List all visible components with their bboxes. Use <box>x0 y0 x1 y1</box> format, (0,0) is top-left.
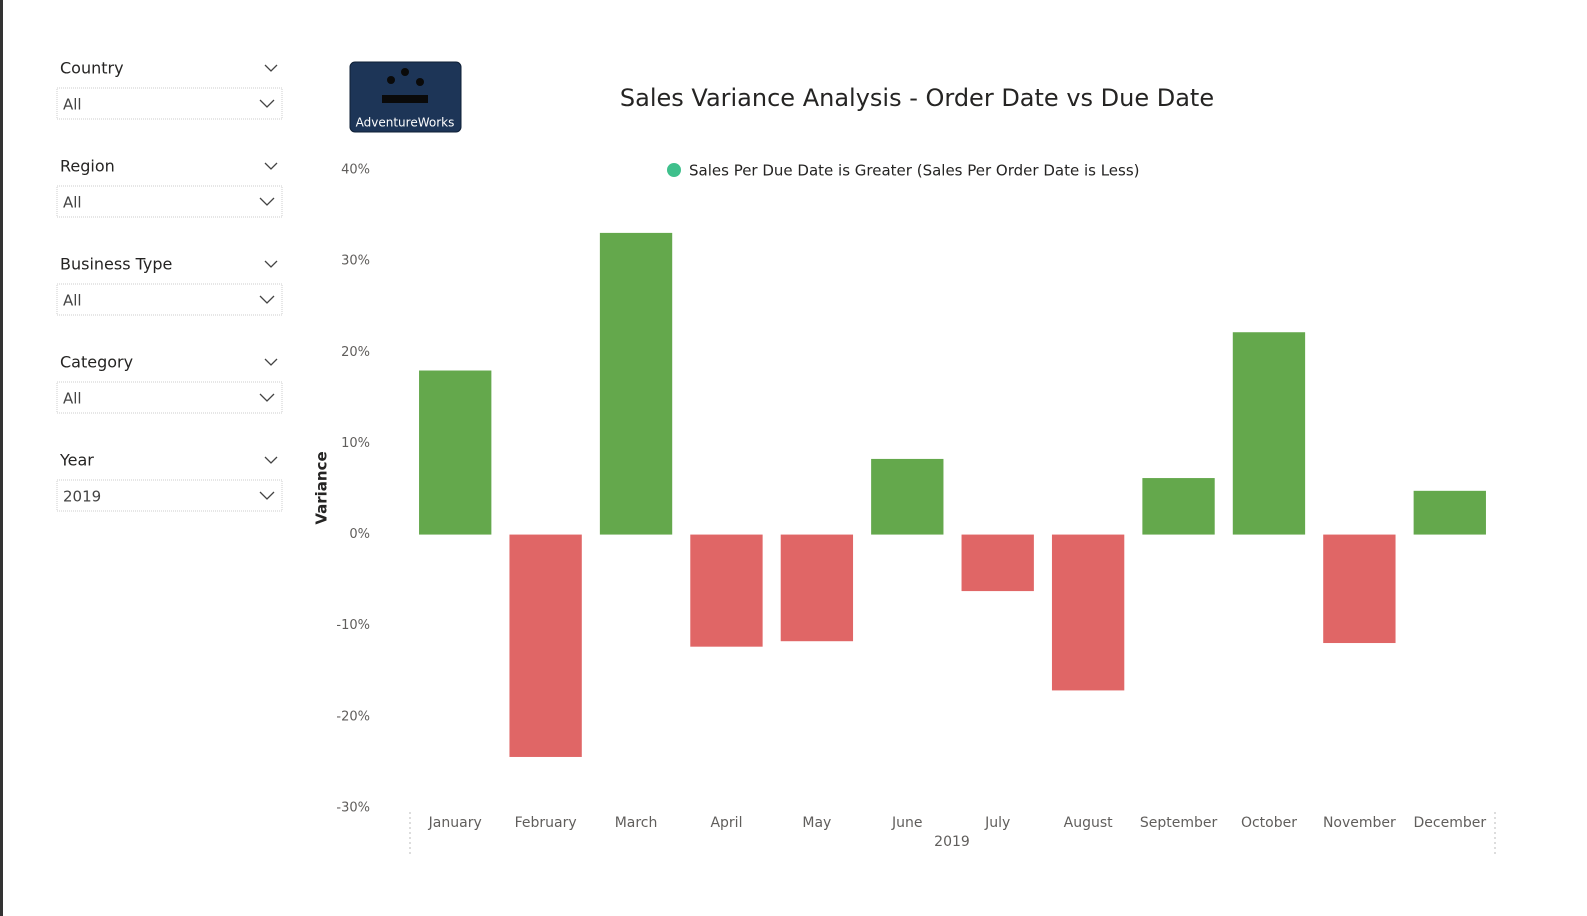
x-tick-label: December <box>1413 815 1486 831</box>
slicer-collapse[interactable] <box>264 456 278 464</box>
x-tick-label: November <box>1323 815 1396 831</box>
logo-podium <box>382 95 428 103</box>
y-tick-label: -10% <box>336 618 370 633</box>
bar[interactable] <box>871 458 944 535</box>
logo: AdventureWorks <box>349 61 462 133</box>
bar[interactable] <box>1051 534 1125 691</box>
dropdown[interactable] <box>56 185 283 218</box>
y-tick-label: 20% <box>341 345 370 360</box>
logo-figure <box>387 76 395 84</box>
x-tick-label: May <box>802 815 831 831</box>
slicer-collapse[interactable] <box>264 260 278 268</box>
y-tick-label: -20% <box>336 709 370 724</box>
x-tick-label: April <box>710 815 742 831</box>
bar[interactable] <box>419 370 492 535</box>
bar[interactable] <box>509 534 582 757</box>
y-tick-label: 40% <box>341 163 370 178</box>
x-tick-label: July <box>984 815 1010 831</box>
dropdown-value: All <box>63 292 82 310</box>
x-tick-label: June <box>891 815 923 831</box>
x-axis-label: 2019 <box>934 834 970 850</box>
dropdown[interactable] <box>56 283 283 316</box>
dropdown-arrow[interactable] <box>259 295 275 304</box>
x-tick-label: October <box>1241 815 1297 831</box>
slicer-collapse[interactable] <box>264 358 278 366</box>
dropdown-arrow[interactable] <box>259 491 275 500</box>
dropdown-value: 2019 <box>63 488 101 506</box>
x-tick-label: January <box>428 815 482 831</box>
dropdown[interactable] <box>56 381 283 414</box>
bar[interactable] <box>690 534 763 647</box>
x-tick-label: March <box>615 815 658 831</box>
dropdown-value: All <box>63 96 82 114</box>
logo-figure <box>416 78 424 86</box>
y-axis-label: Variance <box>313 451 331 524</box>
dropdown[interactable] <box>56 479 283 512</box>
dropdown-arrow[interactable] <box>259 197 275 206</box>
y-tick-label: 0% <box>349 527 370 542</box>
slicer-label: Business Type <box>60 255 172 274</box>
dropdown-value: All <box>63 194 82 212</box>
y-tick-label: 30% <box>341 254 370 269</box>
slicer-label: Category <box>60 353 133 372</box>
y-tick-label: 10% <box>341 436 370 451</box>
slicer-label: Year <box>59 451 94 470</box>
x-tick-label: February <box>515 815 577 831</box>
slicer-label: Country <box>60 59 124 78</box>
slicer-panel: Country All Region All Business Type All Categ… <box>56 59 283 512</box>
x-tick-label: September <box>1140 815 1218 831</box>
slicer-label: Region <box>60 157 115 176</box>
bar[interactable] <box>1232 332 1306 535</box>
bar[interactable] <box>961 534 1034 592</box>
slicer-collapse[interactable] <box>264 64 278 72</box>
chart-title: Sales Variance Analysis - Order Date vs … <box>620 84 1214 112</box>
logo-label: AdventureWorks <box>356 116 455 130</box>
legend-marker <box>667 163 681 177</box>
dropdown[interactable] <box>56 87 283 120</box>
dropdown-arrow[interactable] <box>259 99 275 108</box>
bar[interactable] <box>1142 478 1215 535</box>
bar[interactable] <box>1413 490 1486 535</box>
left-border <box>0 0 3 916</box>
y-tick-label: -30% <box>336 801 370 816</box>
slicer-collapse[interactable] <box>264 162 278 170</box>
logo-figure <box>401 68 409 76</box>
x-tick-label: August <box>1064 815 1114 831</box>
bar[interactable] <box>780 534 854 642</box>
legend-label[interactable]: Sales Per Due Date is Greater (Sales Per… <box>689 162 1140 180</box>
bar[interactable] <box>599 232 673 535</box>
dropdown-arrow[interactable] <box>259 393 275 402</box>
bar[interactable] <box>1323 534 1396 644</box>
dropdown-value: All <box>63 390 82 408</box>
